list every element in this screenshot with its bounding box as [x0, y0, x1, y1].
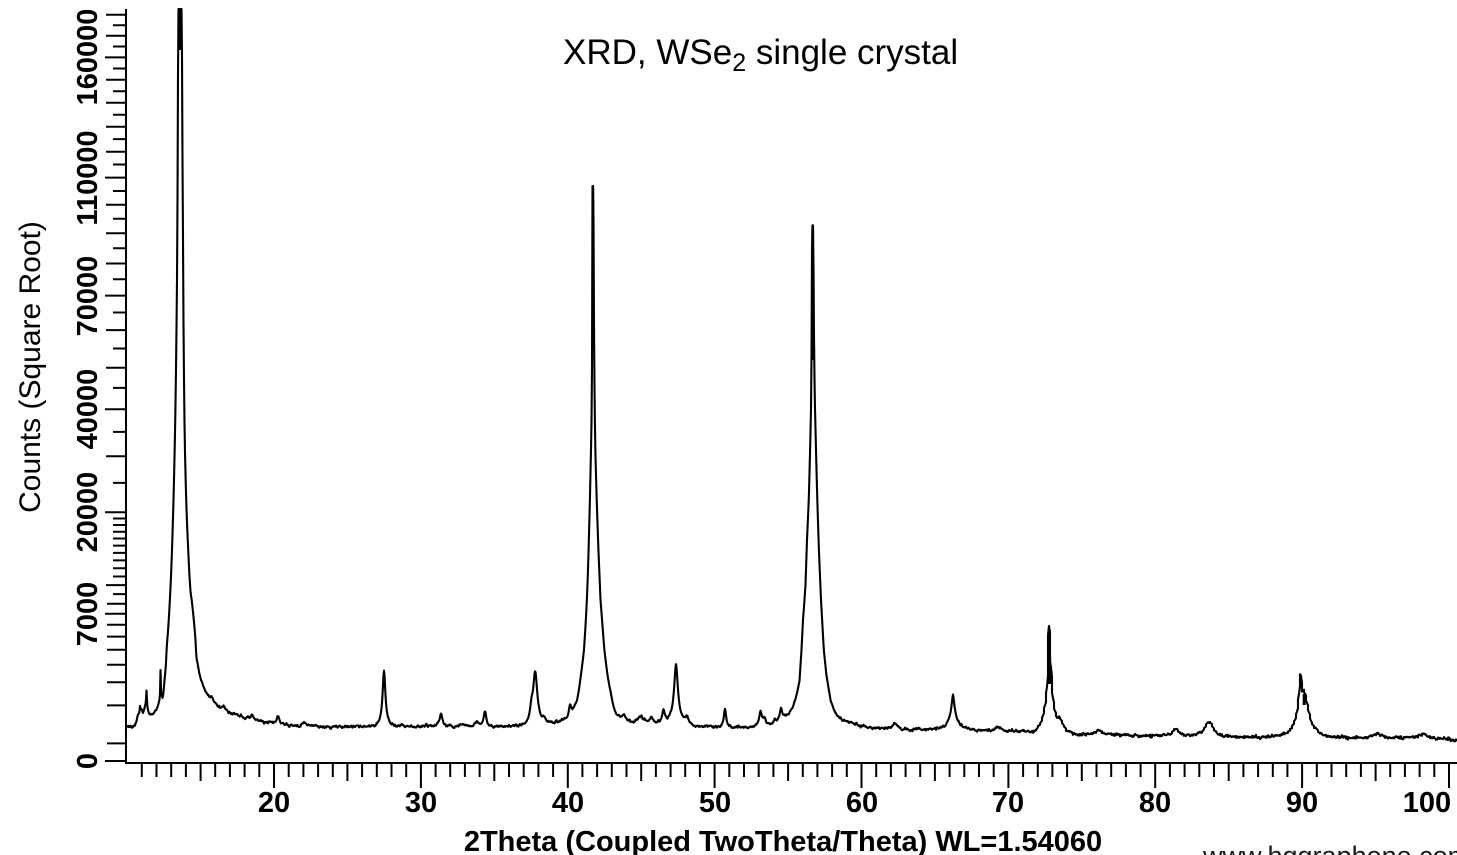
svg-text:60: 60: [846, 787, 878, 819]
svg-text:70: 70: [992, 787, 1024, 819]
svg-text:0: 0: [72, 753, 104, 769]
svg-text:www.hqgraphene.com: www.hqgraphene.com: [1202, 841, 1457, 855]
svg-text:40: 40: [552, 787, 584, 819]
svg-text:2Theta (Coupled TwoTheta/Theta: 2Theta (Coupled TwoTheta/Theta) WL=1.540…: [464, 826, 1102, 855]
svg-text:50: 50: [699, 787, 731, 819]
svg-text:20: 20: [258, 787, 290, 819]
svg-text:110000: 110000: [72, 130, 104, 225]
svg-text:20000: 20000: [72, 472, 104, 553]
svg-text:7000: 7000: [72, 582, 104, 647]
svg-text:90: 90: [1286, 787, 1318, 819]
svg-text:80: 80: [1139, 787, 1171, 819]
svg-text:100: 100: [1403, 787, 1451, 819]
svg-text:Counts (Square Root): Counts (Square Root): [14, 221, 47, 513]
svg-text:70000: 70000: [72, 256, 104, 337]
svg-text:XRD, WSe2 single crystal: XRD, WSe2 single crystal: [563, 33, 958, 77]
svg-text:160000: 160000: [72, 9, 104, 106]
svg-text:40000: 40000: [72, 369, 104, 450]
svg-text:30: 30: [405, 787, 437, 819]
